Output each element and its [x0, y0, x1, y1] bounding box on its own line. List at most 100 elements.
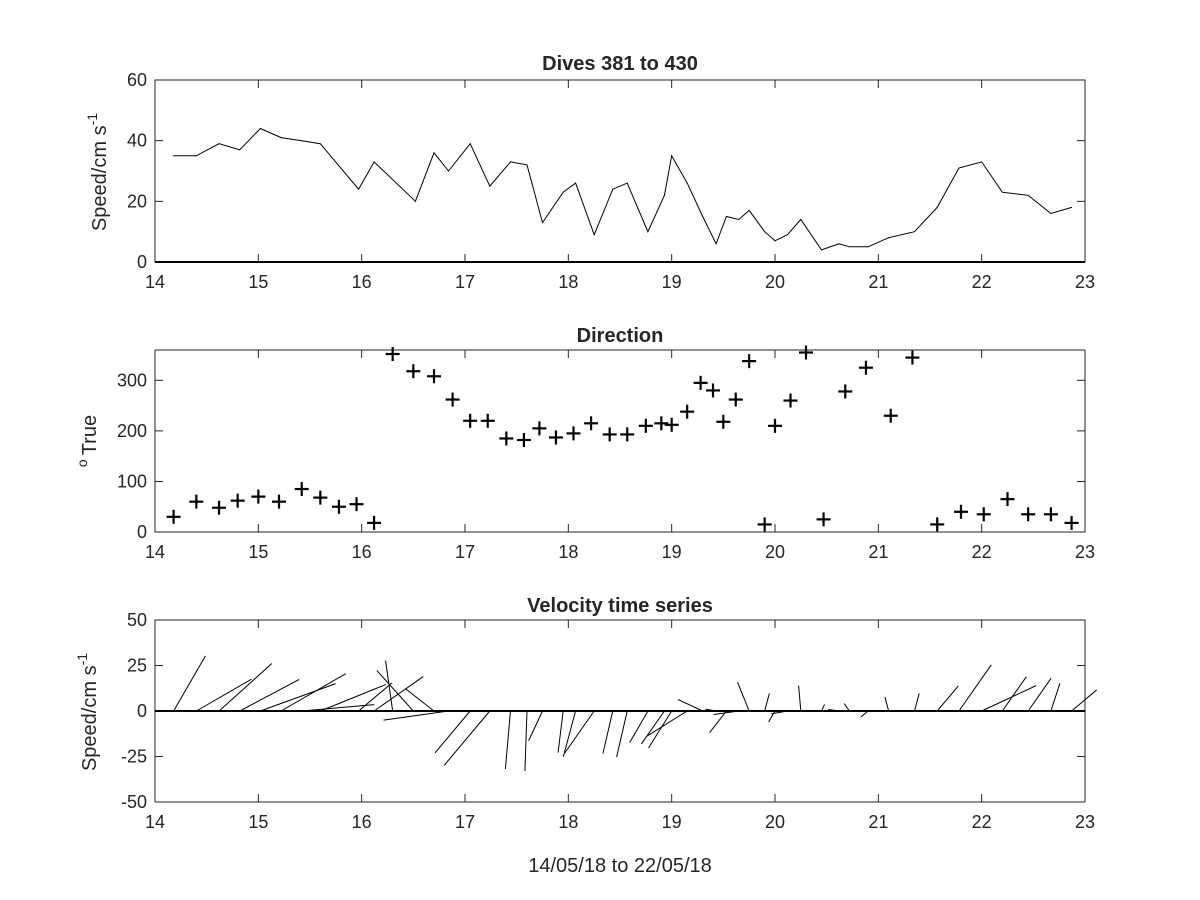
velocity-stick [677, 699, 703, 712]
velocity-stick [843, 703, 850, 712]
velocity-stick [981, 685, 1037, 712]
axes: 14 15 16 17 18 19 20 21 22 23 -50 -25 0 25 50 [121, 610, 1095, 832]
plus-marker [212, 500, 227, 515]
x-tick-label: 20 [765, 812, 785, 832]
x-tick-label: 22 [972, 272, 992, 292]
y-tick-label: -50 [121, 792, 147, 812]
plus-marker [930, 517, 945, 532]
plus-marker [905, 350, 920, 365]
plus-marker [638, 418, 653, 433]
velocity-stick [383, 710, 449, 721]
plus-marker [445, 392, 460, 407]
x-tick-label: 21 [868, 812, 888, 832]
x-tick-label: 21 [868, 542, 888, 562]
data-point [195, 155, 197, 157]
chart-title: Velocity time series [527, 595, 713, 617]
x-tick-label: 16 [352, 272, 372, 292]
plus-marker [251, 489, 266, 504]
x-tick-label: 17 [455, 542, 475, 562]
data-series [155, 655, 1097, 772]
plus-marker [427, 369, 441, 384]
x-tick-label: 14 [145, 542, 165, 562]
x-tick-label: 17 [455, 272, 475, 292]
velocity-stick [434, 710, 471, 754]
chart-title: Dives 381 to 430 [542, 53, 698, 75]
plus-marker [680, 404, 695, 419]
plus-marker [838, 384, 853, 399]
plus-marker [1021, 507, 1036, 522]
x-tick-label: 22 [972, 812, 992, 832]
plus-marker [620, 427, 635, 442]
data-point [373, 161, 375, 163]
x-tick-label: 19 [662, 542, 682, 562]
velocity-stick [385, 660, 394, 712]
y-axis-label: oTrue [74, 415, 101, 467]
plus-marker [480, 413, 495, 428]
speed-line [173, 127, 1072, 251]
plot-frame [154, 79, 1086, 263]
data-point [686, 182, 688, 184]
y-tick-label: 20 [127, 191, 147, 211]
axes: 14 15 16 17 18 19 20 21 22 23 0 100 200 300 [117, 349, 1095, 562]
data-point [489, 185, 491, 187]
velocity-stick [629, 710, 649, 743]
data-point [358, 188, 360, 190]
velocity-stick [771, 710, 788, 715]
plus-marker [230, 493, 245, 508]
velocity-stick [1001, 676, 1027, 712]
plus-marker [757, 517, 772, 532]
data-point [1027, 194, 1029, 196]
data-point [509, 161, 511, 163]
data-point [414, 200, 416, 202]
x-tick-label: 23 [1075, 272, 1095, 292]
velocity-stick [602, 710, 614, 754]
data-point [575, 182, 577, 184]
data-point [562, 191, 564, 193]
plus-marker [1043, 507, 1058, 522]
velocity-stick [564, 710, 595, 754]
velocity-stick [218, 663, 273, 712]
x-tick-label: 17 [455, 812, 475, 832]
data-point [838, 243, 840, 245]
velocity-stick [1050, 683, 1061, 712]
velocity-stick [1027, 677, 1052, 712]
plus-marker [742, 354, 757, 369]
x-tick-label: 18 [558, 812, 578, 832]
plus-marker [499, 431, 514, 446]
y-tick-label: 25 [127, 656, 147, 676]
data-point [786, 234, 788, 236]
data-point [259, 128, 261, 130]
data-point [888, 237, 890, 239]
plus-marker [406, 364, 421, 379]
plus-marker [463, 413, 478, 428]
y-tick-label: 0 [137, 522, 147, 542]
plus-marker [584, 416, 599, 431]
plus-marker [331, 499, 346, 514]
velocity-stick [709, 710, 727, 733]
plus-marker [976, 507, 991, 522]
plus-marker [693, 375, 708, 390]
velocity-stick [376, 670, 414, 712]
velocity-stick [641, 710, 665, 745]
direction-scatter-chart: Direction oTrue 14 15 16 17 18 19 20 21 22 23 0 100… [74, 325, 1095, 562]
plus-marker [1000, 492, 1015, 507]
velocity-stick [713, 710, 739, 716]
velocity-stick [443, 710, 491, 766]
plus-marker [716, 414, 731, 429]
data-point [319, 143, 321, 145]
velocity-stick [646, 710, 688, 737]
data-point [469, 143, 471, 145]
y-tick-label: 300 [117, 370, 147, 390]
velocity-stick [737, 682, 750, 712]
velocity-stick [821, 704, 826, 712]
plus-marker [706, 383, 720, 398]
data-series [166, 345, 1079, 532]
plus-marker [728, 392, 743, 407]
speed-line-chart: Dives 381 to 430 Speed/cm s-1 14 15 16 17 18… [84, 53, 1095, 292]
data-point [1001, 191, 1003, 193]
data-point [748, 209, 750, 211]
velocity-stick [860, 710, 869, 718]
data-point [958, 167, 960, 169]
data-point [542, 222, 543, 224]
x-tick-label: 20 [765, 272, 785, 292]
